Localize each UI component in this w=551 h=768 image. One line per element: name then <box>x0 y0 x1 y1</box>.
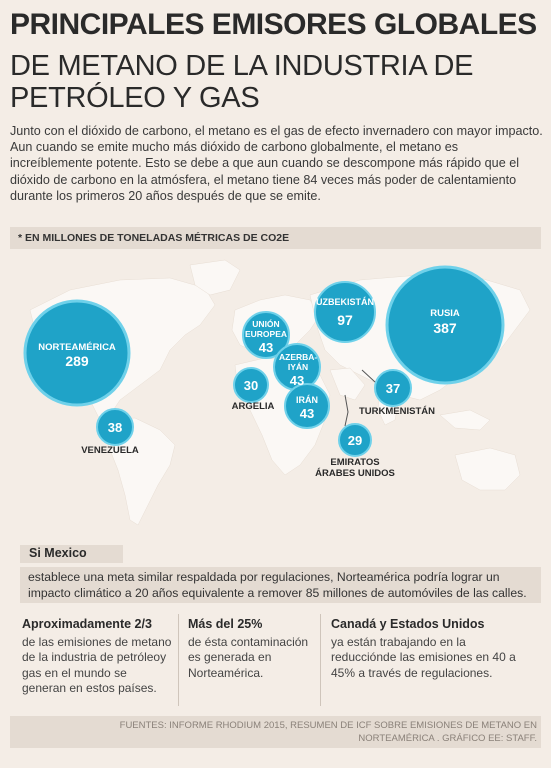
fact-title-1: Aproximadamente 2/3 <box>22 617 152 631</box>
bubble-name-uzbekistan: UZBEKISTÁN <box>316 297 374 307</box>
leader-turkmenistan <box>361 369 376 383</box>
page-subtitle: DE METANO DE LA INDUSTRIA DE PETRÓLEO Y … <box>10 50 474 114</box>
fact-title-3: Canadá y Estados Unidos <box>331 617 485 631</box>
label-turkmenistan: TURKMENISTÁN <box>359 406 435 417</box>
fact-column-1: Aproximadamente 2/3 de las emisiones de … <box>22 617 172 696</box>
bubble-uzbekistan <box>314 281 376 343</box>
units-note-bar: * EN MILLONES DE TONELADAS MÉTRICAS DE C… <box>10 227 541 249</box>
bubble-value-emiratos: 29 <box>347 433 363 448</box>
bubble-name-azerbaiyan: AZERBA-IYÁN <box>279 352 318 372</box>
bubble-union-europea <box>242 311 290 359</box>
bubble-value-union-europea: 43 <box>258 340 274 355</box>
mexico-title-bar <box>20 545 123 563</box>
page-title: PRINCIPALES EMISORES GLOBALES <box>10 8 537 41</box>
land-se-asia <box>439 409 491 431</box>
bubble-turkmenistan <box>374 369 412 407</box>
bubble-value-azerbaiyan: 43 <box>289 373 305 388</box>
bubble-argelia <box>233 367 269 403</box>
bubble-norteamerica <box>23 299 131 407</box>
bubble-venezuela <box>96 408 134 446</box>
world-map-svg <box>23 259 531 526</box>
leader-lines <box>344 369 376 427</box>
bubble-value-argelia: 30 <box>243 378 259 393</box>
fact-column-3: Canadá y Estados Unidos ya están trabaja… <box>331 617 526 681</box>
land-greenland <box>189 259 241 296</box>
divider-2 <box>320 614 321 706</box>
leader-emiratos <box>344 394 349 427</box>
bubble-value-norteamerica: 289 <box>65 353 89 369</box>
bubble-name-union-europea: UNIÓN EUROPEA <box>244 319 288 339</box>
fact-column-2: Más del 25% de ésta contaminación es gen… <box>188 617 313 681</box>
bubble-emiratos <box>338 423 372 457</box>
label-venezuela: VENEZUELA <box>81 445 139 456</box>
mexico-title: Si Mexico <box>29 546 87 560</box>
fact-title-2: Más del 25% <box>188 617 263 631</box>
bubble-name-rusia: RUSIA <box>430 308 460 319</box>
divider-1 <box>178 614 179 706</box>
world-map: NORTEAMÉRICA 289 RUSIA 387 UZBEKISTÁN 97… <box>0 250 551 535</box>
label-argelia: ARGELIA <box>231 401 275 412</box>
bubble-iran <box>284 383 330 429</box>
bubble-rusia <box>385 265 505 385</box>
intro-paragraph: Junto con el dióxido de carbono, el meta… <box>10 124 543 203</box>
land-south-america <box>107 417 176 526</box>
sources-bar <box>10 716 541 748</box>
bubble-value-venezuela: 38 <box>107 420 123 435</box>
bubble-value-rusia: 387 <box>433 320 457 336</box>
units-note: * EN MILLONES DE TONELADAS MÉTRICAS DE C… <box>18 232 290 244</box>
bubble-value-turkmenistan: 37 <box>385 381 401 396</box>
label-emiratos: EMIRATOS ÁRABES UNIDOS <box>315 457 395 479</box>
land-australia <box>454 447 521 491</box>
bubble-value-iran: 43 <box>299 406 315 421</box>
land-arabia <box>329 367 366 401</box>
fact-text-2: de ésta contaminación es generada en Nor… <box>188 635 309 680</box>
mexico-body-bar <box>20 567 541 603</box>
fact-text-1: de las emisiones de metano de la industr… <box>22 635 172 695</box>
bubble-value-uzbekistan: 97 <box>337 312 353 328</box>
sources-text: FUENTES: INFORME RHODIUM 2015, RESUMEN D… <box>119 720 537 744</box>
bubble-name-norteamerica: NORTEAMÉRICA <box>38 342 116 353</box>
fact-text-3: ya están trabajando en la reducciónde la… <box>331 635 516 680</box>
bubbles <box>23 265 505 457</box>
mexico-body: establece una meta similar respaldada po… <box>28 570 527 600</box>
bubble-name-iran: IRÁN <box>296 395 318 405</box>
